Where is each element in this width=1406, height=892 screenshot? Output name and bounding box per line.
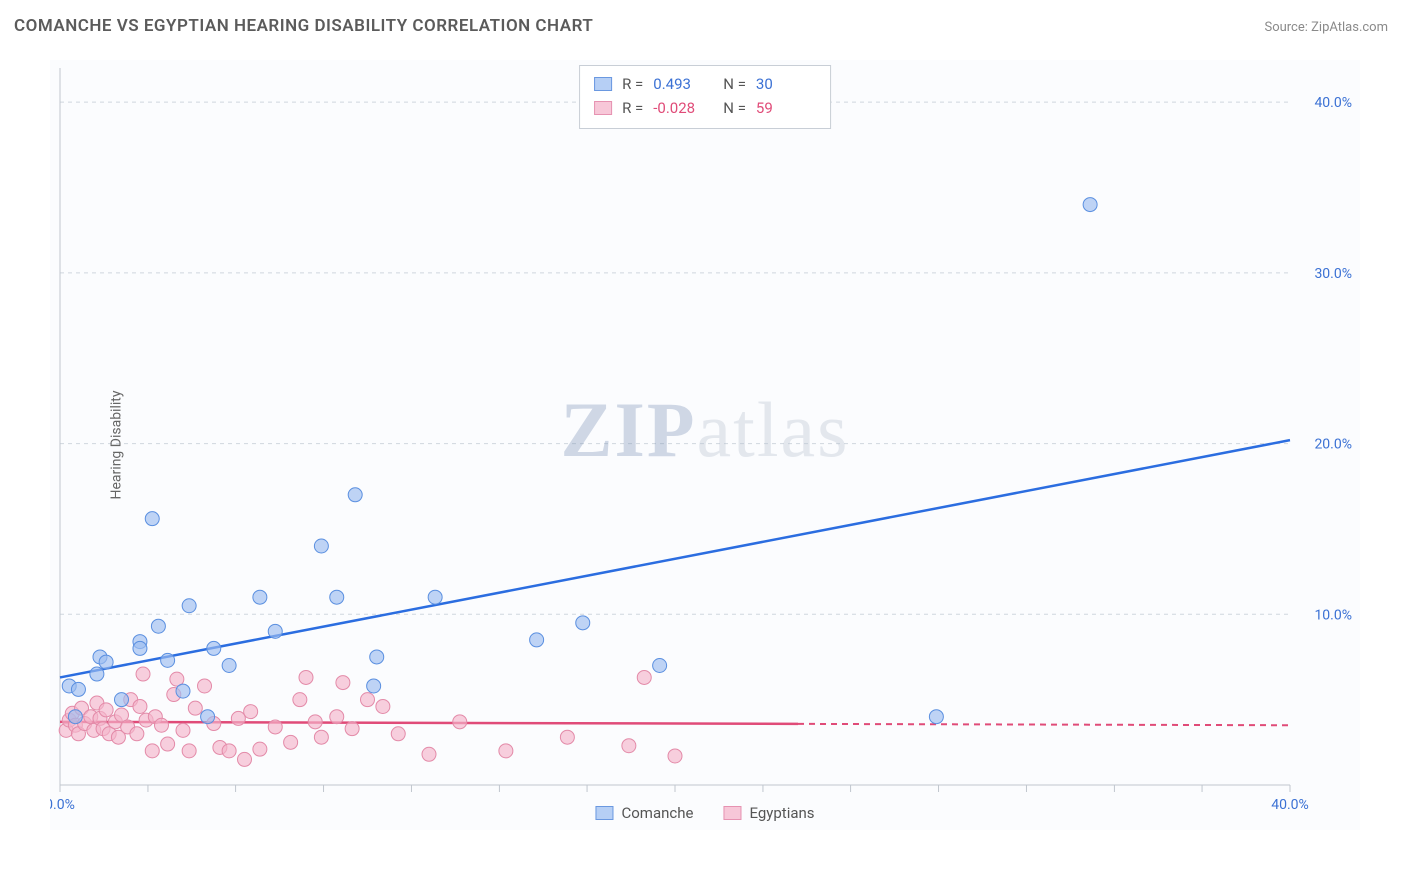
- svg-text:40.0%: 40.0%: [1314, 95, 1352, 111]
- y-axis-label: Hearing Disability: [108, 391, 124, 500]
- correlation-stat-box: R = 0.493 N = 30 R = -0.028 N = 59: [579, 65, 831, 129]
- legend-item-comanche: Comanche: [595, 804, 693, 822]
- series-legend: Comanche Egyptians: [595, 804, 814, 822]
- swatch-comanche: [594, 77, 612, 91]
- svg-text:20.0%: 20.0%: [1314, 437, 1352, 453]
- chart-container: COMANCHE VS EGYPTIAN HEARING DISABILITY …: [0, 0, 1406, 892]
- svg-text:30.0%: 30.0%: [1314, 266, 1352, 282]
- chart-title: COMANCHE VS EGYPTIAN HEARING DISABILITY …: [14, 16, 593, 36]
- swatch-egyptians: [723, 806, 741, 820]
- plot-area: Hearing Disability ZIPatlas 10.0%20.0%30…: [50, 60, 1360, 830]
- svg-text:40.0%: 40.0%: [1271, 797, 1309, 813]
- swatch-comanche: [595, 806, 613, 820]
- legend-item-egyptians: Egyptians: [723, 804, 814, 822]
- svg-text:10.0%: 10.0%: [1314, 607, 1352, 623]
- scatter-chart-svg: 10.0% 20.0% 30.0% 40.0% 0.0% 40.0%: [50, 60, 1360, 830]
- stat-row-egyptians: R = -0.028 N = 59: [594, 96, 816, 120]
- svg-text:0.0%: 0.0%: [50, 797, 75, 813]
- source-citation: Source: ZipAtlas.com: [1264, 20, 1388, 35]
- stat-row-comanche: R = 0.493 N = 30: [594, 72, 816, 96]
- swatch-egyptians: [594, 101, 612, 115]
